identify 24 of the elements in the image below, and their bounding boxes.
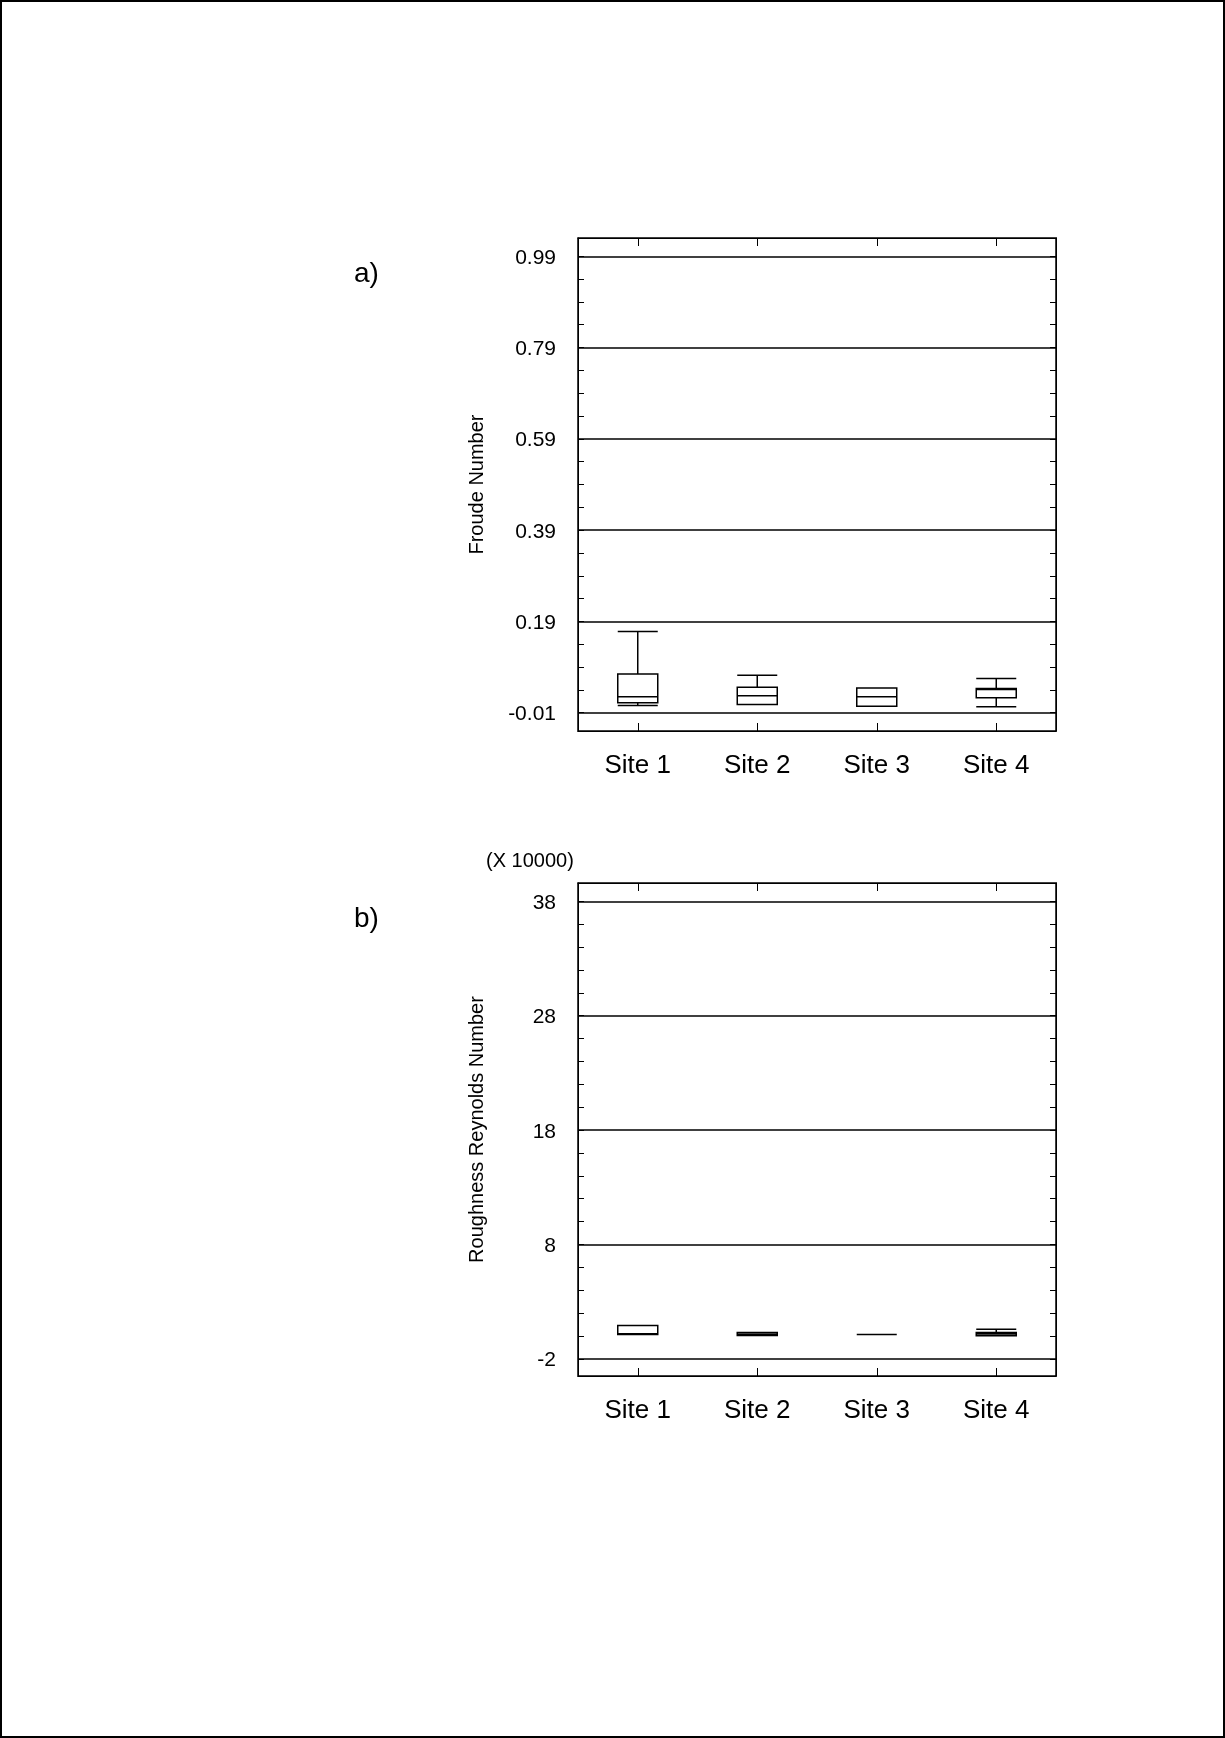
x-tick-label: Site 2 bbox=[724, 1394, 791, 1424]
y-tick-label: 0.39 bbox=[515, 518, 556, 542]
x-tick-label: Site 4 bbox=[963, 1394, 1030, 1424]
text: b) bbox=[354, 901, 379, 933]
x-tick-label: Site 1 bbox=[604, 749, 671, 779]
x-tick-label: Site 2 bbox=[724, 749, 791, 779]
y-tick-label: 38 bbox=[532, 889, 556, 913]
x-tick-label: Site 3 bbox=[843, 1394, 910, 1424]
y-tick-label: 0.19 bbox=[515, 609, 556, 633]
y-tick-label: 0.59 bbox=[515, 427, 556, 451]
text: a) bbox=[354, 256, 379, 288]
y-tick-label: 28 bbox=[532, 1004, 556, 1028]
y-tick-label: 0.99 bbox=[515, 244, 556, 268]
y-axis-title: Roughness Reynolds Number bbox=[465, 995, 487, 1263]
y-tick-label: -2 bbox=[537, 1347, 556, 1371]
y-tick-label: -0.01 bbox=[508, 701, 556, 725]
y-tick-label: 0.79 bbox=[515, 336, 556, 360]
x-tick-label: Site 3 bbox=[843, 749, 910, 779]
y-tick-label: 8 bbox=[544, 1232, 556, 1256]
text: (X 10000) bbox=[486, 849, 574, 871]
y-tick-label: 18 bbox=[532, 1118, 556, 1142]
y-axis-title: Froude Number bbox=[465, 414, 487, 555]
x-tick-label: Site 4 bbox=[963, 749, 1030, 779]
x-tick-label: Site 1 bbox=[604, 1394, 671, 1424]
